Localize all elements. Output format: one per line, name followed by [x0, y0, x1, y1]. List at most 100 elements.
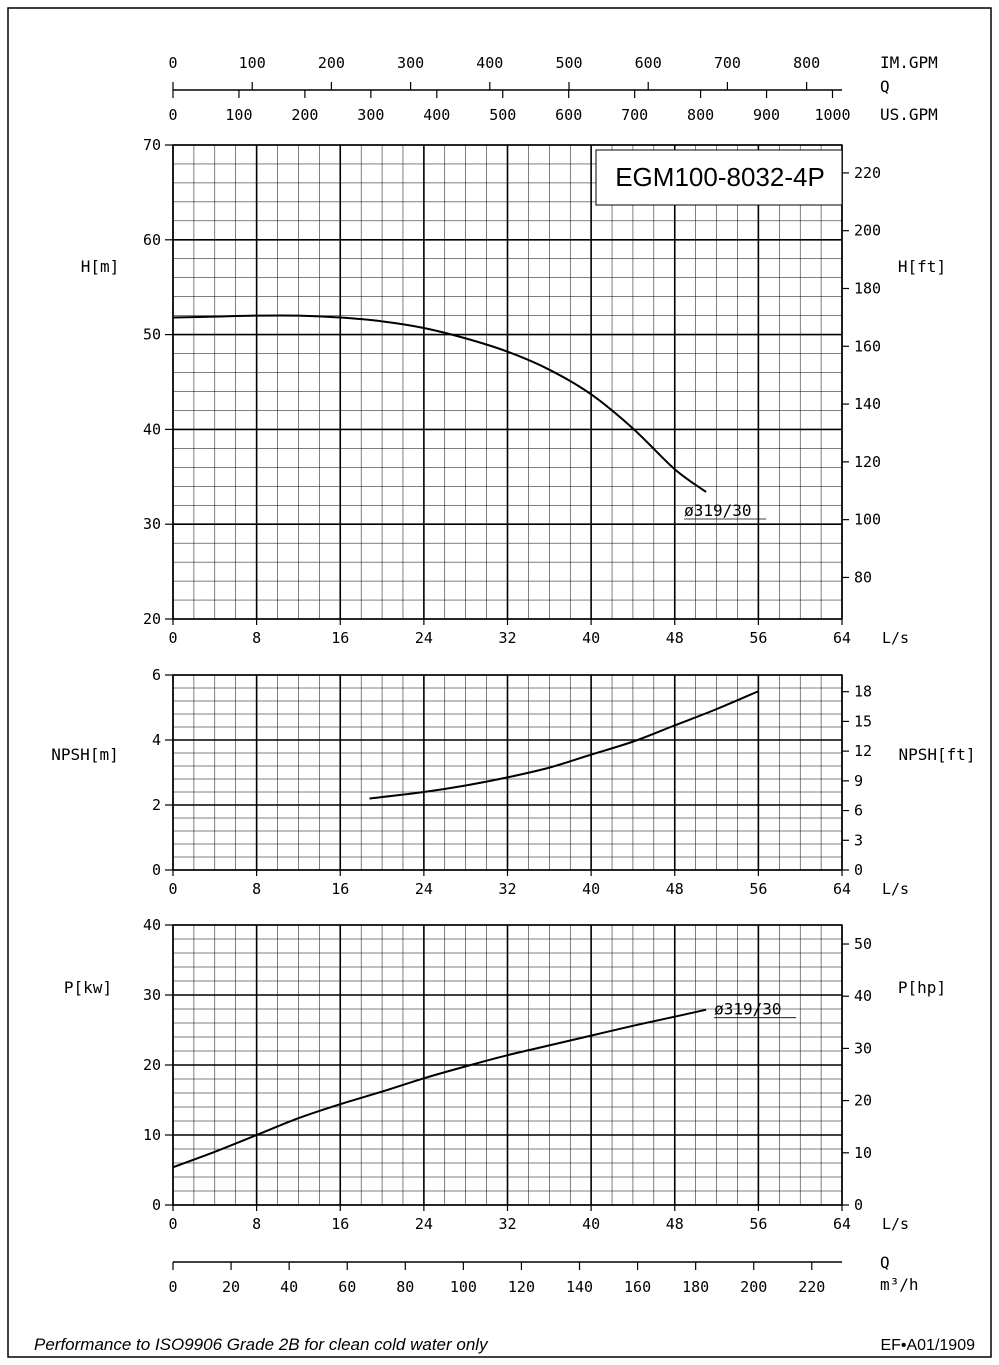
y-right-tick-label: 0 [854, 861, 863, 879]
y-tick-label: 4 [152, 731, 161, 749]
y-right-tick-label: 120 [854, 453, 881, 471]
x-tick-label: 32 [498, 880, 516, 898]
x-tick-label: 56 [749, 880, 767, 898]
m3h-tick-label: 160 [624, 1278, 651, 1296]
x-tick-label: 32 [498, 1215, 516, 1233]
x-tick-label: 16 [331, 1215, 349, 1233]
y-right-tick-label: 220 [854, 164, 881, 182]
m3h-tick-label: 100 [450, 1278, 477, 1296]
y-tick-label: 40 [143, 420, 161, 438]
y-tick-label: 0 [152, 1196, 161, 1214]
y-right-tick-label: 10 [854, 1144, 872, 1162]
head-chart: EGM100-8032-4P 2030405060708010012014016… [81, 136, 946, 647]
m3h-tick-label: 120 [508, 1278, 535, 1296]
y-axis-label-left: H[m] [81, 257, 120, 276]
x-tick-label: 16 [331, 880, 349, 898]
x-tick-label: 40 [582, 880, 600, 898]
series-label: ø319/30 [714, 1000, 781, 1019]
y-right-tick-label: 18 [854, 683, 872, 701]
us-gpm-tick-label: 500 [489, 106, 516, 124]
y-right-tick-label: 160 [854, 337, 881, 355]
y-tick-label: 20 [143, 1056, 161, 1074]
us-gpm-tick-label: 1000 [814, 106, 850, 124]
y-axis-label-right: H[ft] [898, 257, 946, 276]
y-tick-label: 60 [143, 231, 161, 249]
figure-border [7, 7, 992, 1358]
x-tick-label: 8 [252, 1215, 261, 1233]
y-tick-label: 2 [152, 796, 161, 814]
x-tick-label: 40 [582, 1215, 600, 1233]
us-gpm-tick-label: 800 [687, 106, 714, 124]
us-gpm-tick-label: 300 [357, 106, 384, 124]
x-tick-label: 64 [833, 880, 851, 898]
x-tick-label: 24 [415, 880, 433, 898]
power-chart: 0 10 20 30 40 0 10 20 30 40 50 0 8 16 24 32 40 48 56 64 L/s P… [64, 916, 946, 1233]
npsh-curve [369, 690, 759, 800]
m3h-tick-label: 140 [566, 1278, 593, 1296]
x-axis-label: L/s [882, 1215, 909, 1233]
im-gpm-label: IM.GPM [880, 53, 938, 72]
us-gpm-label: US.GPM [880, 105, 938, 124]
y-axis-label-left: NPSH[m] [51, 745, 118, 764]
m3h-tick-label: 0 [168, 1278, 177, 1296]
us-gpm-tick-label: 700 [621, 106, 648, 124]
x-tick-label: 16 [331, 629, 349, 647]
y-tick-label: 6 [152, 666, 161, 684]
im-gpm-tick-label: 600 [635, 54, 662, 72]
y-tick-label: 20 [143, 610, 161, 628]
y-right-tick-label: 140 [854, 395, 881, 413]
x-tick-label: 24 [415, 1215, 433, 1233]
x-tick-label: 8 [252, 880, 261, 898]
x-tick-label: 24 [415, 629, 433, 647]
x-tick-label: 0 [168, 629, 177, 647]
x-tick-label: 64 [833, 1215, 851, 1233]
y-axis-label-right: NPSH[ft] [898, 745, 975, 764]
footer-note: Performance to ISO9906 Grade 2B for clea… [34, 1335, 489, 1354]
head-curve [172, 314, 707, 493]
m3h-tick-label: 200 [740, 1278, 767, 1296]
y-right-tick-label: 40 [854, 987, 872, 1005]
im-gpm-tick-label: 700 [714, 54, 741, 72]
m3h-tick-label: 180 [682, 1278, 709, 1296]
y-right-tick-label: 0 [854, 1196, 863, 1214]
y-tick-label: 10 [143, 1126, 161, 1144]
m3h-label: m³/h [880, 1275, 919, 1294]
y-tick-label: 30 [143, 986, 161, 1004]
x-axis-label: L/s [882, 629, 909, 647]
y-tick-label: 30 [143, 515, 161, 533]
y-right-tick-label: 9 [854, 772, 863, 790]
im-gpm-tick-label: 0 [168, 54, 177, 72]
top-q-label: Q [880, 77, 890, 96]
chart-title: EGM100-8032-4P [615, 162, 825, 192]
us-gpm-tick-label: 900 [753, 106, 780, 124]
power-grid [172, 924, 843, 1206]
im-gpm-tick-label: 200 [318, 54, 345, 72]
y-tick-label: 0 [152, 861, 161, 879]
head-grid [172, 144, 843, 620]
m3h-tick-label: 60 [338, 1278, 356, 1296]
im-gpm-tick-label: 100 [239, 54, 266, 72]
im-gpm-tick-label: 500 [555, 54, 582, 72]
x-tick-label: 40 [582, 629, 600, 647]
x-axis-label: L/s [882, 880, 909, 898]
y-axis-label-right: P[hp] [898, 978, 946, 997]
title-box [595, 149, 843, 206]
us-gpm-tick-label: 100 [225, 106, 252, 124]
power-curve [172, 1008, 707, 1169]
y-right-tick-label: 80 [854, 568, 872, 586]
x-tick-label: 48 [666, 1215, 684, 1233]
y-right-tick-label: 3 [854, 831, 863, 849]
y-right-tick-label: 180 [854, 279, 881, 297]
y-right-tick-label: 12 [854, 742, 872, 760]
y-axis-label-left: P[kw] [64, 978, 112, 997]
us-gpm-tick-label: 200 [291, 106, 318, 124]
x-tick-label: 48 [666, 629, 684, 647]
y-right-tick-label: 100 [854, 511, 881, 529]
im-gpm-tick-label: 300 [397, 54, 424, 72]
x-tick-label: 48 [666, 880, 684, 898]
y-tick-label: 70 [143, 136, 161, 154]
y-tick-label: 40 [143, 916, 161, 934]
m3h-tick-label: 20 [222, 1278, 240, 1296]
bottom-flow-axis: Q m³/h 0 20 40 60 80 100 120 140 160 180 200 220 [168, 1253, 918, 1296]
